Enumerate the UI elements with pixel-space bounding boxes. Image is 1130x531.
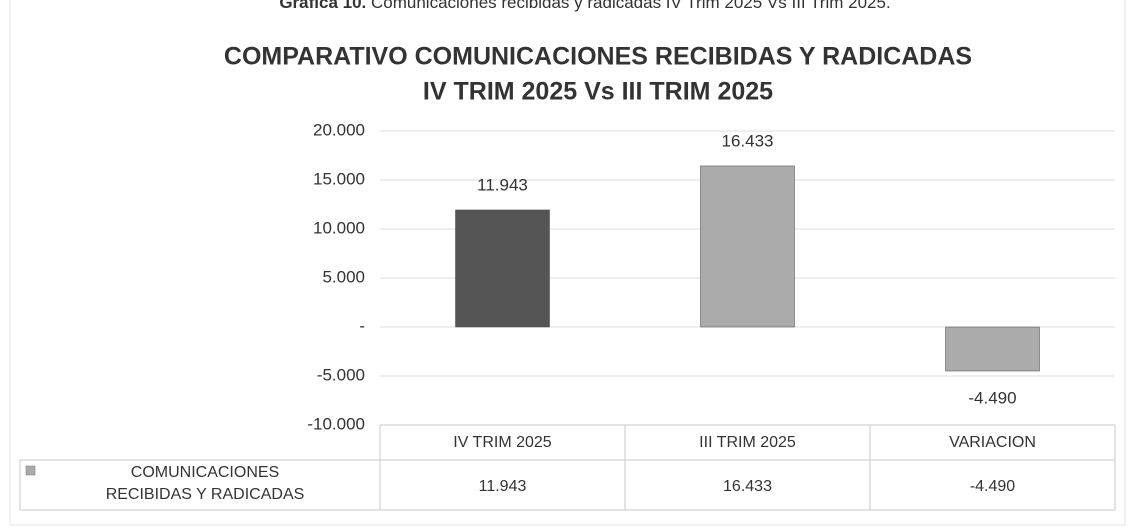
x-tick-label: III TRIM 2025 bbox=[699, 434, 796, 451]
y-tick-label: - bbox=[359, 316, 365, 335]
x-tick-label: IV TRIM 2025 bbox=[453, 434, 552, 451]
legend-cell: COMUNICACIONES RECIBIDAS Y RADICADAS bbox=[30, 462, 380, 506]
table-value: 11.943 bbox=[479, 478, 527, 495]
caption: Gráfica 10. Comunicaciones recibidas y r… bbox=[279, 0, 890, 12]
chart-title: COMPARATIVO COMUNICACIONES RECIBIDAS Y R… bbox=[224, 43, 972, 71]
y-tick-label: -10.000 bbox=[307, 414, 365, 433]
y-tick-label: 10.000 bbox=[313, 218, 365, 237]
value-label: -4.490 bbox=[968, 388, 1016, 407]
y-tick-label: -5.000 bbox=[317, 365, 365, 384]
y-tick-label: 15.000 bbox=[313, 169, 365, 188]
value-label: 11.943 bbox=[477, 175, 528, 194]
chart-title: IV TRIM 2025 Vs III TRIM 2025 bbox=[423, 78, 773, 106]
bar bbox=[945, 326, 1040, 372]
value-label: 16.433 bbox=[722, 131, 774, 150]
y-tick-label: 20.000 bbox=[313, 120, 365, 139]
legend-marker bbox=[25, 465, 36, 476]
table-value: 16.433 bbox=[723, 478, 772, 495]
caption-label: Gráfica 10. bbox=[279, 0, 366, 12]
chart-border bbox=[9, 0, 1126, 526]
caption-text: Comunicaciones recibidas y radicadas IV … bbox=[371, 0, 891, 12]
bar bbox=[700, 165, 795, 328]
legend-label: COMUNICACIONES RECIBIDAS Y RADICADAS bbox=[105, 464, 305, 503]
bar bbox=[455, 209, 550, 328]
x-tick-label: VARIACION bbox=[949, 434, 1036, 451]
table-value: -4.490 bbox=[970, 478, 1015, 495]
y-tick-label: 5.000 bbox=[322, 267, 365, 286]
